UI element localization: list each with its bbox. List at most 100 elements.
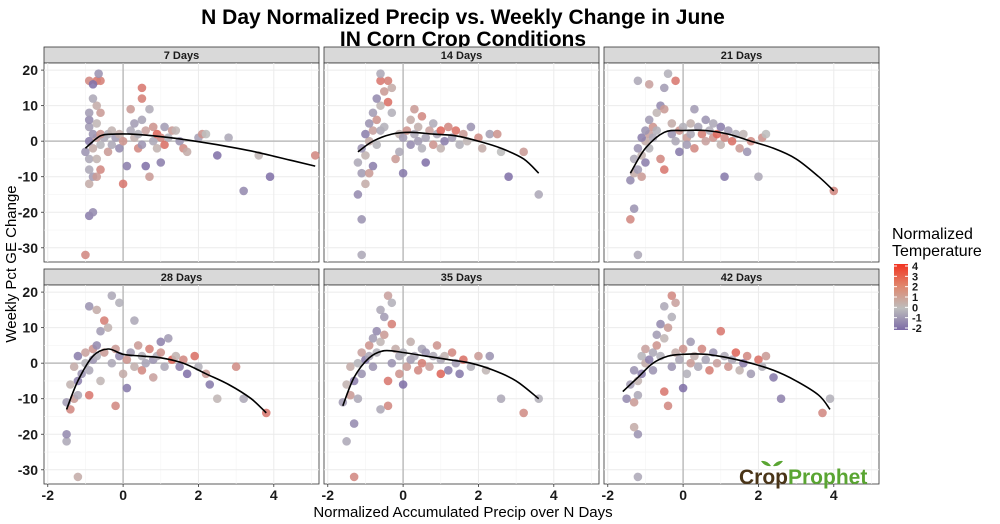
data-point: -0.4, 19 <box>383 291 393 300</box>
data-point: 2.4, -4 <box>769 373 778 382</box>
data-point: -0.7, 3 <box>652 126 662 135</box>
data-point: 1.8, -1 <box>466 362 476 372</box>
data-point: -0.8, 2 <box>88 129 98 139</box>
data-point: -0.7, -10 <box>92 172 102 182</box>
x-tick-label: -2 <box>42 487 55 503</box>
data-point: 3.2, -14 <box>239 186 248 196</box>
data-point: 2.2, 2 <box>761 129 771 139</box>
data-point: 1.5, -2 <box>735 365 744 375</box>
leaf-icon <box>761 460 783 467</box>
data-point: 1, 9 <box>716 326 726 336</box>
data-point: 1, 4 <box>716 122 726 132</box>
data-point: 0.7, -10 <box>145 172 154 182</box>
data-point: 0.5, -2 <box>137 365 147 375</box>
data-point: -0.7, 5 <box>92 341 102 350</box>
data-point: -1.5, -22 <box>342 437 351 446</box>
data-point: 1.5, -3 <box>455 369 464 379</box>
data-point: -1.3, -32 <box>349 472 359 482</box>
data-point: -0.3, 5 <box>667 119 677 128</box>
data-point: 0.8, -1 <box>428 140 438 150</box>
y-tick-label: 0 <box>30 133 38 149</box>
data-point: 0.5, 12 <box>137 94 147 103</box>
facet-panel: 28 Days -1.2, -32 -1.5, -22-1.5, -20 -1.4, … <box>18 268 320 503</box>
data-point: -1, -6 <box>641 158 650 167</box>
legend-colorbar <box>894 264 908 330</box>
data-point: -0.9, 5 <box>364 341 374 350</box>
data-point: 0.6, -6 <box>421 158 431 167</box>
data-point: 0.5, 0 <box>417 358 427 368</box>
y-tick-label: -20 <box>18 426 38 442</box>
data-point: 0, -9 <box>398 168 408 178</box>
y-tick-label: 0 <box>30 355 38 371</box>
data-point: 0.3, 2 <box>690 351 699 361</box>
data-point: -0.1, -3 <box>675 147 684 157</box>
data-point: -0.2, -12 <box>111 401 120 411</box>
data-point: 2.8, -10 <box>504 172 513 182</box>
x-tick-label: 0 <box>679 487 687 503</box>
data-point: 0.1, -7 <box>122 161 132 171</box>
data-point: -0.7, 6 <box>372 115 382 125</box>
data-point: 0.4, -1 <box>693 362 703 372</box>
data-point: -0.6, 6 <box>376 337 385 347</box>
data-point: -0.6, 9 <box>96 326 105 336</box>
data-point: -0.6, -5 <box>96 376 105 386</box>
data-point: -0.9, 0 <box>364 136 374 146</box>
data-point: -0.1, 1 <box>675 355 684 364</box>
plot-area <box>603 284 880 485</box>
data-point: -1.2, 17 <box>633 76 643 86</box>
data-point: -0.9, -2 <box>84 365 94 375</box>
data-point: 1.5, -1 <box>175 362 184 372</box>
data-point: 0.5, 7 <box>417 112 427 121</box>
data-point: -0.5, 9 <box>659 104 669 114</box>
data-point: 0.4, 0 <box>413 136 423 146</box>
data-point: 0.3, 9 <box>690 104 699 114</box>
data-point: -1.2, -15 <box>353 190 363 199</box>
data-point: 0.8, 0 <box>148 136 158 146</box>
data-point: -0.6, 10 <box>376 101 385 110</box>
legend-label: 4 <box>912 261 919 273</box>
data-point: -0.4, -12 <box>383 401 393 411</box>
data-point: -0.3, 15 <box>387 83 397 93</box>
data-point: -1.3, -18 <box>629 422 639 432</box>
data-point: 1.5, -2 <box>735 143 744 153</box>
data-point: 2.3, 2 <box>485 351 495 361</box>
data-point: -0.4, 10 <box>663 323 673 332</box>
data-point: 2, 2 <box>474 351 483 361</box>
data-point: -0.8, 16 <box>88 80 98 89</box>
data-point: -1, 3 <box>81 348 90 357</box>
data-point: 0.1, -1 <box>682 140 692 150</box>
data-point: -0.9, 16 <box>644 80 654 89</box>
data-point: 1, 1 <box>156 133 166 142</box>
data-point: 0.8, 4 <box>148 122 158 132</box>
data-point: -1.1, 3 <box>357 348 366 357</box>
data-point: 0.6, 3 <box>141 126 151 135</box>
data-point: -0.7, 10 <box>92 101 102 110</box>
data-point: -1.4, -1 <box>346 362 355 372</box>
data-point: 0.5, 2 <box>697 129 707 139</box>
legend-label: -1 <box>912 313 922 325</box>
data-point: 0.7, 3 <box>425 126 434 135</box>
data-point: 1.3, 3 <box>447 348 457 357</box>
data-point: 0.1, 3 <box>402 126 412 135</box>
facet-strip-label: 21 Days <box>721 50 763 62</box>
trend-line <box>342 349 540 407</box>
x-tick-label: 0 <box>119 487 127 503</box>
data-point: 0.2, 5 <box>686 119 695 128</box>
data-point: -1.5, -22 <box>62 437 71 446</box>
data-point: -0.6, 11 <box>656 319 665 329</box>
facet-strip-label: 35 Days <box>441 272 483 284</box>
data-point: 1.7, -3 <box>182 369 192 379</box>
data-point: 2.5, -10 <box>212 394 222 404</box>
data-point: -1.1, 2 <box>637 351 646 361</box>
data-point: 0.3, -2 <box>690 143 699 153</box>
data-point: 1.1, -10 <box>720 172 729 182</box>
data-point: -0.9, -8 <box>84 165 94 174</box>
data-point: -1, -4 <box>361 151 370 160</box>
data-point: -0.7, 12 <box>372 94 382 103</box>
plot-area <box>323 284 600 485</box>
data-point: 0.5, 6 <box>137 115 147 125</box>
data-point: -0.2, -5 <box>391 154 400 164</box>
data-point: -0.7, 5 <box>652 341 662 350</box>
